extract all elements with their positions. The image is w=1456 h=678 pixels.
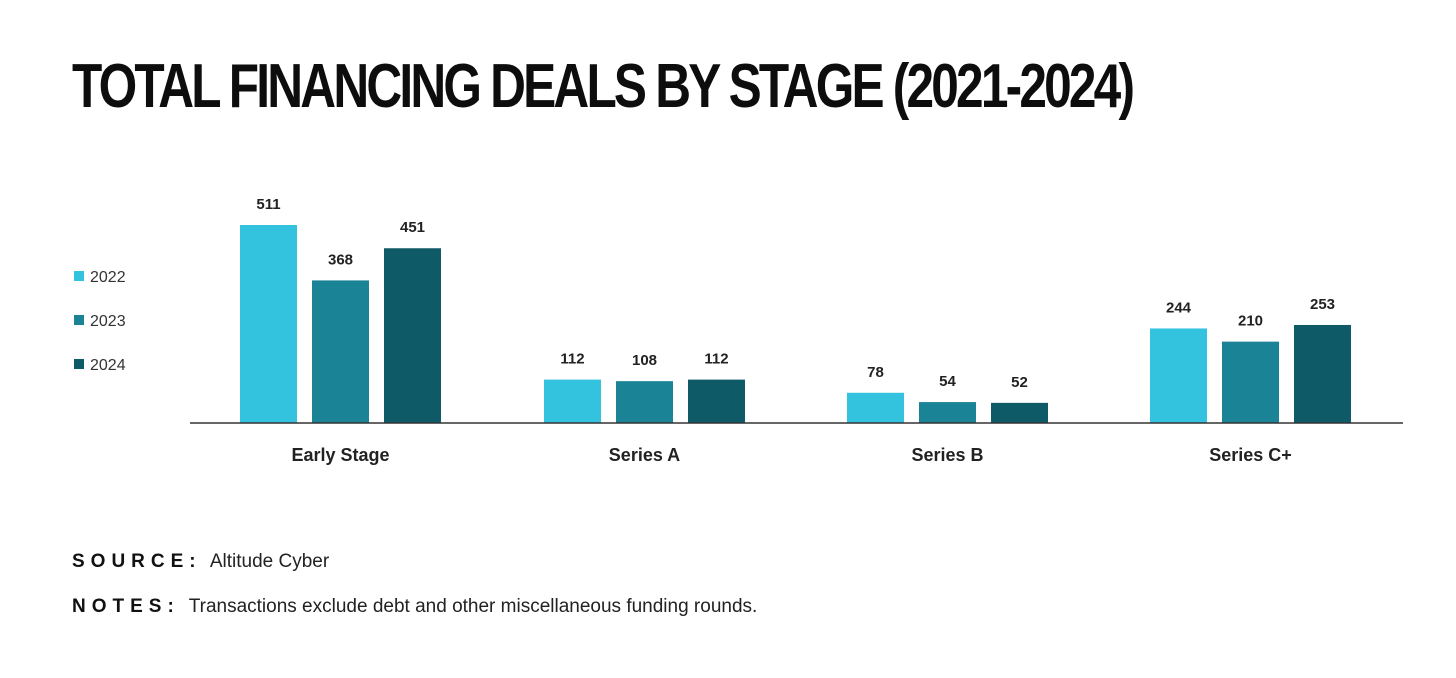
bar-chart: 2022 2023 2024 511 368 451 112 108 112 78 54 52 244… — [74, 196, 1403, 465]
source-label: SOURCE: — [72, 551, 202, 572]
bar-early-stage-2023 — [312, 280, 369, 423]
category-label: Series A — [609, 445, 680, 465]
notes-label: NOTES: — [72, 596, 180, 617]
chart-legend: 2022 2023 2024 — [74, 269, 126, 374]
notes-line: NOTES: Transactions exclude debt and oth… — [72, 596, 757, 618]
bar-value-label: 108 — [632, 352, 657, 369]
bar-series-c--2023 — [1222, 341, 1279, 423]
legend-label-2024: 2024 — [90, 357, 126, 374]
legend-swatch-2022 — [74, 271, 84, 281]
bar-series-b-2024 — [991, 402, 1048, 423]
bars-group: 511 368 451 112 108 112 78 54 52 244 210 253 — [240, 196, 1351, 423]
chart-title: TOTAL FINANCING DEALS BY STAGE (2021-202… — [72, 52, 1135, 121]
bar-series-a-2024 — [688, 379, 745, 423]
bar-series-a-2023 — [616, 381, 673, 423]
bar-series-a-2022 — [544, 379, 601, 423]
bar-series-c--2024 — [1294, 324, 1351, 423]
category-label: Series C+ — [1209, 445, 1292, 465]
bar-value-label: 368 — [328, 251, 353, 268]
bar-series-b-2023 — [919, 402, 976, 423]
bar-value-label: 112 — [704, 351, 728, 368]
category-label: Early Stage — [291, 445, 389, 465]
legend-label-2023: 2023 — [90, 313, 126, 330]
legend-swatch-2024 — [74, 359, 84, 369]
bar-early-stage-2022 — [240, 225, 297, 423]
bar-value-label: 451 — [400, 219, 425, 236]
bar-value-label: 54 — [939, 373, 956, 390]
bar-value-label: 210 — [1238, 313, 1263, 330]
bar-series-c--2022 — [1150, 328, 1207, 423]
bar-value-label: 511 — [256, 196, 280, 213]
bar-early-stage-2024 — [384, 248, 441, 423]
bar-series-b-2022 — [847, 392, 904, 423]
category-label: Series B — [911, 445, 983, 465]
bar-value-label: 112 — [560, 351, 584, 368]
bar-value-label: 78 — [867, 364, 884, 381]
bar-value-label: 52 — [1011, 374, 1028, 391]
bar-value-label: 253 — [1310, 296, 1335, 313]
legend-swatch-2023 — [74, 315, 84, 325]
bar-value-label: 244 — [1166, 299, 1192, 316]
category-labels: Early Stage Series A Series B Series C+ — [291, 445, 1291, 465]
legend-label-2022: 2022 — [90, 269, 126, 286]
notes-value: Transactions exclude debt and other misc… — [188, 596, 758, 617]
source-value: Altitude Cyber — [209, 551, 330, 572]
source-line: SOURCE: Altitude Cyber — [72, 551, 329, 573]
